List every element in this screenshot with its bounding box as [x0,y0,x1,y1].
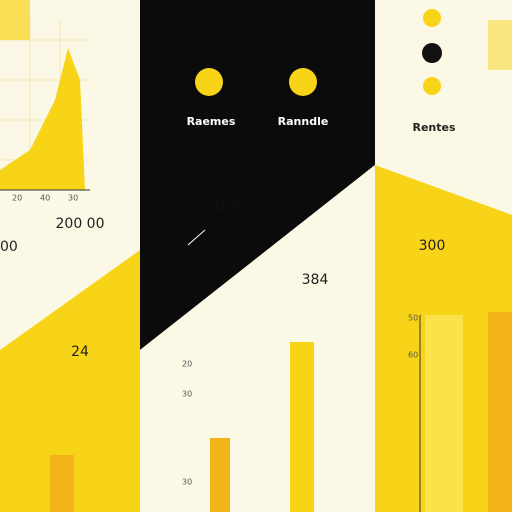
axis-label: 60 [408,351,418,360]
block [0,0,30,40]
axis-label: 20 [12,194,22,203]
dot [423,77,441,95]
dot [289,68,317,96]
axis-label: 40 [40,194,50,203]
bar [50,455,74,512]
pointer [187,229,206,246]
bar [425,315,463,512]
area [0,48,85,190]
bar [5,428,29,512]
bar [76,412,100,512]
bar [290,342,314,512]
axis-label: 20 [182,360,192,369]
value: 300 [419,238,446,254]
value: 24 [71,344,89,360]
axis-label: 30 [68,194,78,203]
dot [423,9,441,27]
label: Raemes [187,115,236,128]
axis-label: 50 [408,314,418,323]
value: 384 [302,272,329,288]
axis-label: 30 [182,478,192,487]
dot [195,68,223,96]
light-region [140,165,375,512]
value: 4C6 [211,199,239,215]
label: Rentes [412,121,455,134]
block [488,20,512,70]
yellow-region [0,250,140,512]
bar [210,438,230,512]
value: 00 [0,239,18,255]
axis-label: 30 [182,390,192,399]
dot [422,43,442,63]
label: Ranndle [278,115,329,128]
bar [488,312,512,512]
value: 200 00 [56,216,105,232]
